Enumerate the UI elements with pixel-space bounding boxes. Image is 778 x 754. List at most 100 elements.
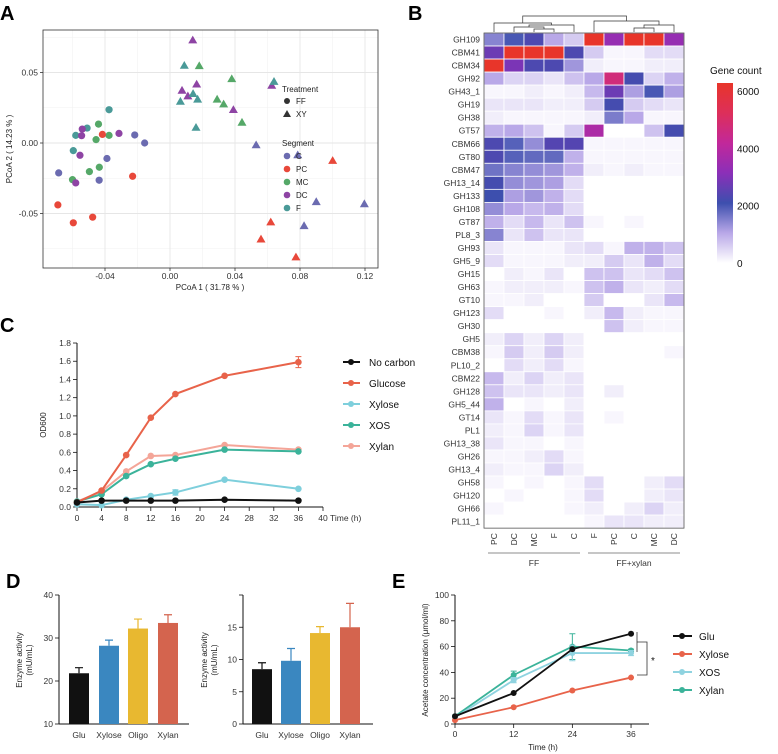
dendrogram-branch [643,24,675,29]
point-DC-FF [78,132,86,140]
heatmap-cell [603,241,625,255]
heatmap-cell [503,201,525,216]
legend-marker [679,687,685,693]
heatmap-cell [603,280,625,295]
heatmap-cell [603,501,625,516]
heatmap-cell [503,110,525,125]
heatmap-cell [643,449,665,464]
heatmap-cell [523,397,545,412]
column-label: C [629,533,639,539]
heatmap-cell [663,58,685,73]
point-F-XY [269,77,279,85]
heatmap-cell [563,84,585,99]
heatmap-cell [603,84,625,99]
row-label: PL10_2 [451,360,481,370]
heatmap-cell [563,475,585,490]
heatmap-cell [643,436,665,451]
heatmap-cell [563,280,585,295]
column-label: C [569,533,579,539]
row-label: GH19 [458,100,480,110]
row-label: GH15 [458,269,480,279]
heatmap-cell [583,97,605,112]
heatmap-cell [603,358,625,373]
heatmap-cell [643,162,665,177]
heatmap-cell [543,358,565,373]
heatmap-cell [563,201,585,216]
row-label: GH133 [453,191,480,201]
heatmap-cell [543,71,565,86]
heatmap-cell [603,371,625,386]
heatmap-cell [523,215,545,229]
row-label: GH5_9 [453,256,480,266]
legend-label: XOS [369,421,390,432]
heatmap-cell [543,319,565,334]
heatmap-cell [523,188,545,203]
y-tick-label: 0.2 [59,484,71,494]
column-label: F [549,533,559,538]
heatmap-cell [623,397,645,412]
heatmap-cell [583,319,605,334]
heatmap-cell [663,71,685,86]
x-tick-label: 8 [124,513,129,523]
data-point [510,690,517,697]
heatmap-cell [583,254,605,268]
heatmap-cell [503,436,525,451]
data-point [452,713,458,720]
heatmap-cell [643,241,665,255]
row-label: PL1 [465,425,480,435]
legend-marker [679,633,685,639]
heatmap-cell [543,462,565,477]
heatmap-cell [543,162,565,177]
heatmap-cell [503,306,525,321]
legend-circle-icon [284,98,290,104]
heatmap-cell [663,97,685,112]
point-F-XY [191,122,201,131]
data-point [122,497,130,504]
x-tick-label: 24 [568,729,578,739]
heatmap-cell [543,384,565,399]
heatmap-cell [483,345,505,360]
heatmap-cell [483,254,505,268]
point-F-XY [179,60,189,69]
heatmap-cell [663,384,685,399]
heatmap-cell [623,97,645,112]
heatmap-cell [523,162,545,177]
heatmap-cell [523,475,545,490]
y-tick-label: 100 [435,590,449,600]
heatmap-cell [603,345,625,360]
x-tick-label: 0.12 [357,271,374,281]
y-tick-label: 10 [44,719,54,729]
heatmap-cell [603,488,625,503]
heatmap-cell [563,306,585,321]
heatmap-cell [643,110,665,125]
series-line [454,676,632,722]
heatmap-cell [563,254,585,268]
y-tick-label: 1.4 [59,374,71,384]
heatmap-cell [503,84,525,99]
point-DC-XY [192,79,202,88]
legend-label: Xylan [369,442,394,453]
point-C-XY [311,197,321,206]
legend-marker [348,380,354,386]
legend-segment-label: DC [296,191,308,200]
heatmap-cell [503,384,525,399]
heatmap-cell [503,319,525,334]
point-PC-FF [129,172,137,180]
data-point [295,485,302,493]
heatmap-cell [543,423,565,438]
heatmap-cell [503,58,525,73]
heatmap-cell [523,293,545,308]
heatmap-cell [483,149,505,164]
heatmap-cell [663,475,685,490]
heatmap-cell [603,162,625,177]
x-axis-title: Time (h) [330,513,361,523]
heatmap-cell [643,423,665,438]
point-PC-XY [291,252,301,261]
row-label: GT14 [459,412,481,422]
heatmap-cell [663,293,685,308]
legend-label: Glucose [369,379,406,390]
heatmap-cell [523,123,545,138]
point-MC-XY [194,61,204,70]
heatmap-cell [643,488,665,503]
colorbar-tick-label: 0 [737,259,743,270]
